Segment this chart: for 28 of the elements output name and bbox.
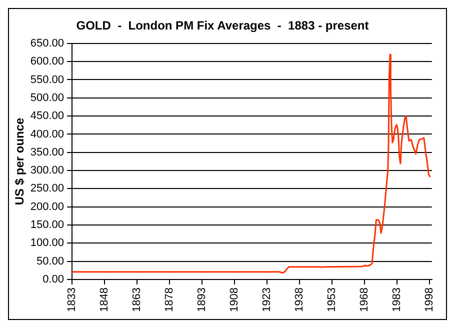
y-tick-label: 250.00 xyxy=(30,182,64,195)
x-tick-label: 1893 xyxy=(196,288,208,312)
y-tick-label: 550.00 xyxy=(30,74,64,86)
y-tick-label: 650.00 xyxy=(30,37,64,50)
y-tick-label: 500.00 xyxy=(30,92,64,104)
x-tick-label: 1953 xyxy=(326,288,338,312)
x-tick-label: 1923 xyxy=(261,288,274,312)
chart-title: GOLD - London PM Fix Averages - 1883 - present xyxy=(76,18,369,33)
x-tick-label: 1908 xyxy=(228,288,241,312)
y-tick-label: 300.00 xyxy=(30,164,64,177)
y-axis-title: US $ per ounce xyxy=(12,117,27,206)
x-tick-label: 1968 xyxy=(358,288,371,312)
y-tick-label: 350.00 xyxy=(30,146,64,158)
y-tick-label: 0.00 xyxy=(42,274,64,286)
x-tick-label: 1878 xyxy=(164,288,176,312)
y-tick-label: 100.00 xyxy=(30,237,64,250)
x-tick-label: 1998 xyxy=(424,288,436,312)
y-tick-label: 400.00 xyxy=(30,128,64,140)
y-tick-label: 600.00 xyxy=(30,56,64,68)
x-tick-label: 1983 xyxy=(391,288,404,312)
x-tick-label: 1863 xyxy=(131,288,144,312)
x-tick-label: 1938 xyxy=(294,288,306,312)
y-tick-label: 150.00 xyxy=(30,219,64,232)
x-tick-label: 1833 xyxy=(66,288,78,312)
y-tick-label: 50.00 xyxy=(36,255,64,268)
x-tick-label: 1848 xyxy=(98,288,111,312)
y-tick-label: 450.00 xyxy=(30,110,64,122)
y-tick-label: 200.00 xyxy=(30,200,64,213)
